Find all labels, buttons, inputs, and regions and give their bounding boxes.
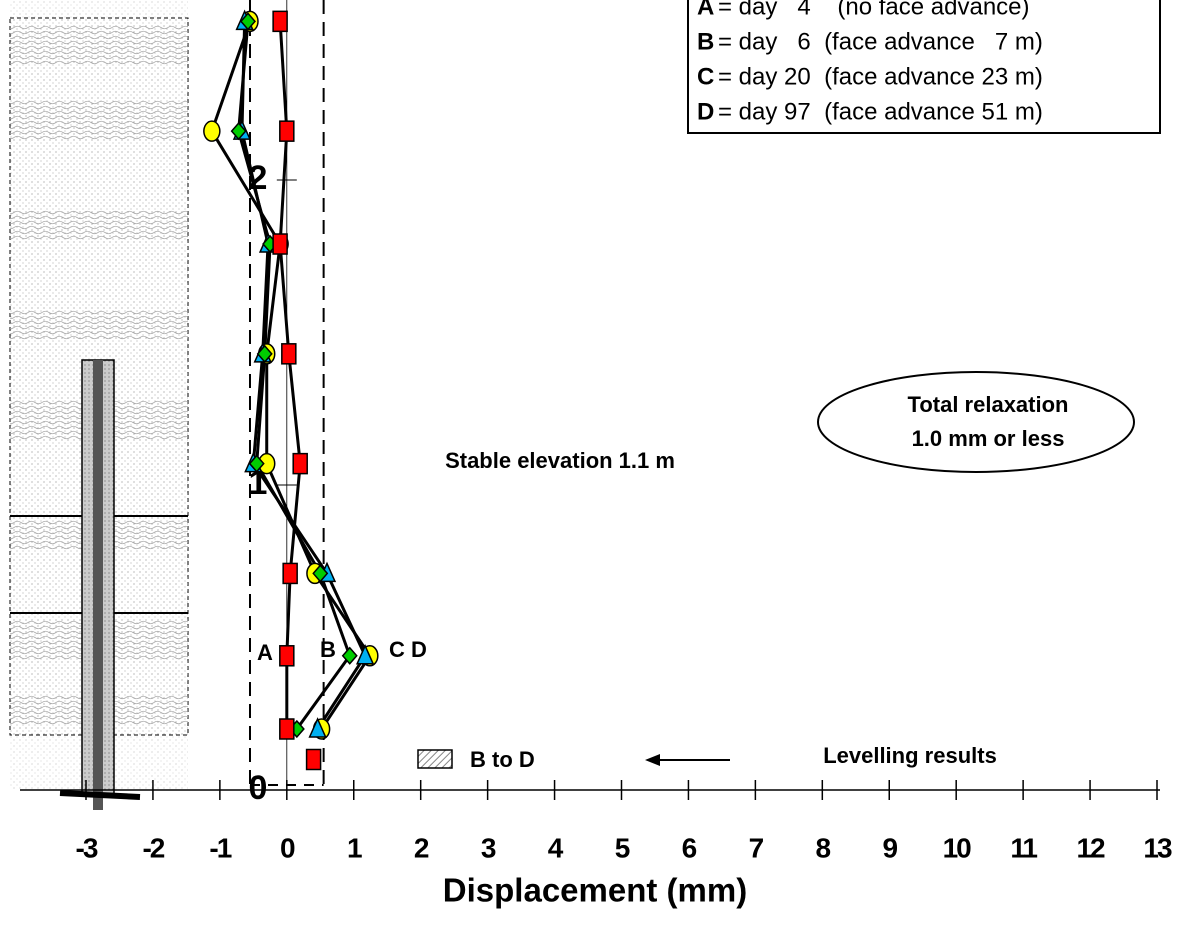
marker [239,12,256,31]
marker [279,120,295,142]
marker [272,10,288,33]
x-tick-label: 13 [1143,832,1172,863]
point-label: B [320,637,336,662]
legend-key: C [697,63,714,90]
legend: A = day 4 (no face advance)B = day 6 (face… [687,0,1161,134]
hatch-label: B to D [470,747,535,772]
x-tick-label: -3 [76,832,98,863]
marker [292,452,308,475]
legend-key: B [697,28,714,55]
x-tick-label: 5 [615,832,630,863]
x-tick-label: 2 [414,832,429,863]
x-tick-label: 8 [816,832,831,863]
x-tick-label: 6 [682,832,697,863]
x-tick-label: 0 [280,832,295,863]
x-tick-label: 3 [481,832,496,863]
marker [203,120,221,142]
marker [248,454,265,473]
marker [281,343,297,365]
marker [282,562,298,585]
point-label: A [257,640,273,665]
marker [230,122,247,141]
annotation: Stable elevation 1.1 m [445,448,675,473]
x-tick-label: -2 [142,832,164,863]
x-axis-label: Displacement (mm) [443,872,747,909]
marker [312,564,329,583]
legend-label: = day 4 (no face advance) [718,0,1030,20]
x-tick-label: 1 [347,832,362,863]
point-label: C D [389,637,427,662]
marker [355,643,375,665]
legend-key: A [697,0,714,20]
marker [308,717,327,738]
borehole-diagram [9,0,189,810]
x-tick-label: -1 [209,832,231,863]
marker [279,645,295,667]
x-tick-label: 12 [1076,832,1105,863]
levelling-label: Levelling results [823,743,997,768]
legend-label: = day 6 (face advance 7 m) [718,28,1043,55]
annotation: Total relaxation [908,392,1069,417]
series-line [237,21,352,730]
x-tick-label: 9 [882,832,897,863]
x-tick-label: 7 [749,832,764,863]
arrow-head [645,754,660,766]
annotation-ellipse [817,371,1135,473]
series-line [240,21,367,730]
marker [341,646,358,665]
hatch-swatch [417,749,453,769]
x-tick-label: 4 [548,832,564,863]
marker [256,344,273,363]
x-tick-label: 11 [1010,832,1037,863]
series-line [210,20,372,730]
annotation: 1.0 mm or less [912,426,1065,451]
y-tick-label: 0 [249,769,268,807]
legend-label: = day 20 (face advance 23 m) [718,63,1043,90]
legend-key: D [697,98,714,125]
x-tick-label: 10 [943,832,972,863]
marker [279,718,295,740]
series-line [278,21,302,729]
legend-label: = day 97 (face advance 51 m) [718,98,1043,125]
marker [305,748,322,771]
marker [272,233,288,255]
